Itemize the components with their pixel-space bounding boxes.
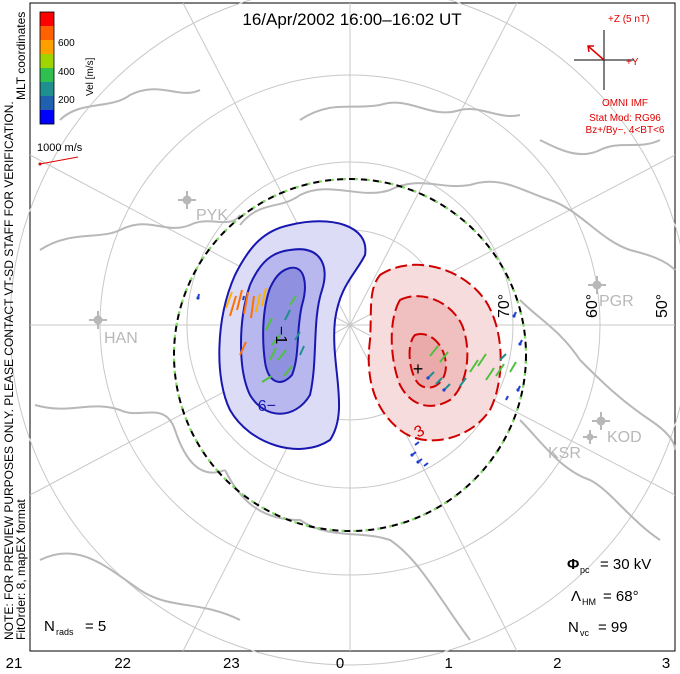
- hm-boundary: [173, 178, 527, 532]
- colorbar-cell: [40, 68, 54, 83]
- svg-text:= 5: = 5: [85, 618, 106, 635]
- station-pyk-label: PYK: [196, 207, 228, 224]
- colorbar-cell: [40, 96, 54, 111]
- latitude-50-label: 50°: [654, 294, 671, 318]
- coordinates-label: MLT coordinates: [14, 12, 28, 100]
- colorbar-cell: [40, 82, 54, 97]
- plot-frame: [29, 2, 676, 652]
- imf-condition: Bz+/By−, 4<BT<6: [586, 125, 665, 136]
- svg-text:= 99: = 99: [598, 619, 628, 636]
- station-pgr-label: PGR: [599, 293, 634, 310]
- station-ksr-label: KSR: [548, 445, 581, 462]
- mlt-axis-label: 23: [223, 655, 240, 672]
- station-kod-label: KOD: [607, 429, 642, 446]
- stat-n-rads: N rads = 5: [44, 618, 106, 637]
- imf-source: OMNI IMF: [602, 98, 648, 109]
- svg-text:Λ: Λ: [571, 588, 581, 605]
- mlt-axis-label: 0: [336, 655, 344, 672]
- mlt-axis-label: 3: [662, 655, 670, 672]
- imf-model: Stat Mod: RG96: [589, 113, 661, 124]
- colorbar-tick-200: 200: [58, 95, 75, 106]
- imf-y-label: +Y: [626, 57, 639, 68]
- station-markers: [89, 191, 610, 444]
- dawn-cell-minimum-marker: +: [413, 359, 424, 379]
- stat-phi-pc: Φ pc = 30 kV: [567, 556, 651, 575]
- vector-origin-dots: [196, 296, 522, 464]
- imf-z-label: +Z (5 nT): [608, 14, 649, 25]
- svg-text:rads: rads: [56, 627, 74, 637]
- colorbar-tick-600: 600: [58, 38, 75, 49]
- station-han-label: HAN: [104, 330, 138, 347]
- latitude-70-label: 70°: [496, 294, 513, 318]
- vector-scale-arrow: [39, 156, 79, 165]
- imf-arrowhead: [587, 45, 594, 53]
- svg-text:pc: pc: [580, 565, 590, 575]
- svg-text:N: N: [568, 619, 579, 636]
- svg-text:HM: HM: [582, 597, 596, 607]
- vector-scale-label: 1000 m/s: [37, 142, 83, 154]
- colorbar-cell: [40, 110, 54, 125]
- colorbar-label: Vel [m/s]: [85, 57, 96, 96]
- station-kod-marker: [592, 412, 610, 430]
- fit-order-note: FitOrder: 8, mapEX format: [14, 499, 28, 640]
- colorbar-cell: [40, 26, 54, 41]
- colorbar-cell: [40, 40, 54, 55]
- svg-text:Φ: Φ: [567, 556, 579, 573]
- stat-n-vc: N vc = 99: [568, 619, 628, 638]
- mlt-axis-label: 1: [444, 655, 452, 672]
- mlt-axis-label: 21: [6, 655, 23, 672]
- mlt-axis-label: 2: [553, 655, 561, 672]
- contour-label-minus1: −1: [272, 326, 289, 344]
- mlt-axis: 21 22 23 0 1 2 3: [6, 655, 671, 672]
- imf-vector-arrow: [587, 45, 605, 61]
- latitude-60-label: 60°: [584, 294, 601, 318]
- station-pgr-marker: [588, 276, 606, 294]
- continent-outlines: [34, 88, 676, 641]
- stat-lambda-hm: Λ HM = 68°: [571, 588, 639, 607]
- dusk-convection-cell: [218, 220, 367, 450]
- station-ksr-marker: [583, 430, 597, 444]
- svg-text:= 30 kV: = 30 kV: [600, 556, 651, 573]
- colorbar-tick-400: 400: [58, 67, 75, 78]
- colorbar-cell: [40, 54, 54, 69]
- map-title: 16/Apr/2002 16:00–16:02 UT: [242, 10, 461, 29]
- dawn-convection-cell: +: [367, 263, 502, 442]
- contour-label-minus9: −9: [258, 396, 276, 413]
- vector-scale-origin: [38, 162, 42, 166]
- velocity-vectors: [197, 287, 523, 467]
- svg-text:vc: vc: [580, 628, 590, 638]
- preview-note: NOTE: FOR PREVIEW PURPOSES ONLY. PLEASE …: [2, 101, 16, 640]
- svg-text:= 68°: = 68°: [603, 588, 639, 605]
- colorbar-cell: [40, 12, 54, 27]
- velocity-colorbar: [40, 12, 54, 125]
- mlt-axis-label: 22: [114, 655, 131, 672]
- station-han-marker: [89, 311, 107, 329]
- station-pyk-marker: [178, 191, 196, 209]
- colorbar-frame: [39, 11, 55, 125]
- svg-text:N: N: [44, 618, 55, 635]
